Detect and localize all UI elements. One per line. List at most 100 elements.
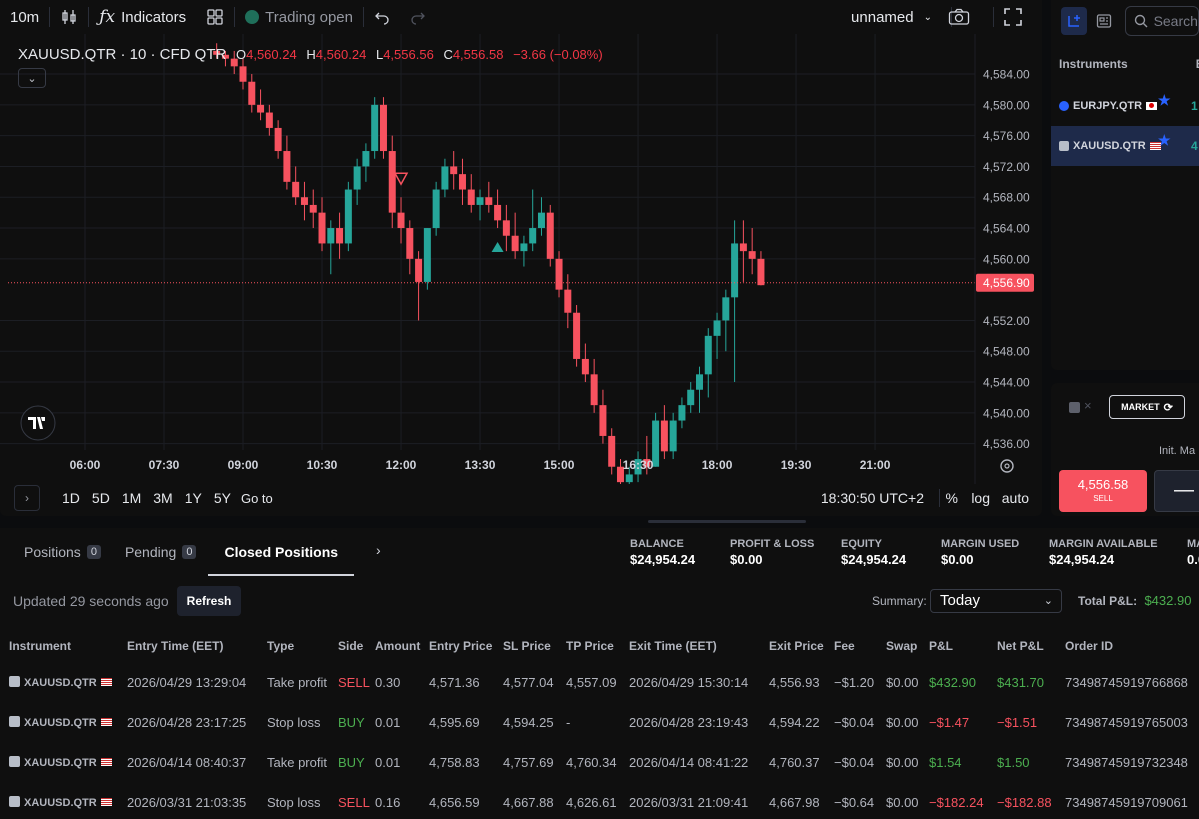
undo-button[interactable] (364, 0, 400, 34)
news-button[interactable] (1091, 7, 1117, 35)
candle (300, 181, 308, 221)
table-cell: SELL (338, 674, 370, 690)
table-cell: −$1.51 (997, 714, 1038, 730)
table-row[interactable]: XAUUSD.QTR 2026/04/29 13:29:04 Take profit… (0, 662, 1199, 702)
screenshot-button[interactable] (938, 0, 980, 34)
price-chart[interactable]: 4,584.00 4,580.00 4,576.00 4,572.00 4,568.00… (0, 34, 1042, 484)
chart-panel: 10m ƒx Indicators Trading open (0, 0, 1042, 511)
tab-positions[interactable]: Positions 0 (12, 528, 113, 576)
tab-closed-positions[interactable]: Closed Positions (208, 528, 354, 576)
fullscreen-button[interactable] (994, 0, 1032, 34)
refresh-button[interactable]: Refresh (177, 586, 241, 616)
auto-scale-button[interactable]: auto (1001, 490, 1029, 506)
candle (695, 366, 703, 413)
column-header[interactable]: Swap (886, 639, 918, 653)
instrument-name: XAUUSD.QTR (24, 756, 97, 769)
order-type-button[interactable]: MARKET ⟳ (1109, 395, 1185, 419)
legend-collapse-button[interactable]: ⌄ (18, 68, 46, 88)
instrument-row-xauusd[interactable]: XAUUSD.QTR ★ 4 (1051, 126, 1199, 166)
candle (669, 412, 677, 460)
table-row[interactable]: XAUUSD.QTR 2026/04/28 23:17:25 Stop loss BU… (0, 702, 1199, 742)
candle-body (608, 435, 616, 467)
table-row[interactable]: XAUUSD.QTR 2026/03/31 21:03:35 Stop loss SE… (0, 782, 1199, 819)
table-cell: −$182.88 (997, 794, 1052, 810)
summary-select[interactable]: Today ⌄ (930, 589, 1062, 613)
instrument-row-eurjpy[interactable]: EURJPY.QTR ★ 1 (1051, 86, 1199, 126)
layout-name-label: unnamed (851, 8, 914, 26)
column-header[interactable]: Type (267, 639, 295, 653)
column-header[interactable]: Net P&L (997, 639, 1044, 653)
star-icon[interactable]: ★ (1158, 92, 1171, 108)
candle (450, 151, 458, 190)
gold-icon (1059, 141, 1069, 151)
tab-pending[interactable]: Pending 0 (113, 528, 209, 576)
log-scale-button[interactable]: log (971, 490, 990, 506)
range-1y[interactable]: 1Y (184, 490, 202, 506)
goto-button[interactable]: Go to (240, 490, 273, 506)
percent-scale-button[interactable]: % (945, 490, 958, 506)
column-header[interactable]: TP Price (566, 639, 614, 653)
candle (652, 412, 660, 467)
add-instrument-button[interactable] (1061, 7, 1087, 35)
candle (520, 235, 528, 267)
toolbar-divider (234, 7, 236, 27)
instrument-name: EURJPY.QTR (1073, 100, 1143, 112)
search-icon (1134, 14, 1148, 28)
range-5y[interactable]: 5Y (213, 490, 231, 506)
range-3m[interactable]: 3M (153, 490, 173, 506)
x-tick-label: 21:00 (860, 458, 891, 472)
column-header[interactable]: Exit Time (EET) (629, 639, 717, 653)
pnl-stat: PROFIT & LOSS $0.00 (730, 538, 814, 567)
column-header[interactable]: Order ID (1065, 639, 1114, 653)
layout-name-dropdown[interactable]: unnamed ⌄ (841, 0, 942, 34)
star-icon[interactable]: ★ (1158, 132, 1171, 148)
table-row[interactable]: XAUUSD.QTR 2026/04/14 08:40:37 Take profit… (0, 742, 1199, 782)
close-icon[interactable]: × (1084, 398, 1092, 413)
total-pnl-value: $432.90 (1144, 593, 1192, 608)
layouts-button[interactable] (196, 0, 234, 34)
range-5d[interactable]: 5D (91, 490, 110, 506)
range-1d[interactable]: 1D (62, 490, 80, 506)
clock[interactable]: 18:30:50 UTC+2 (820, 490, 924, 506)
column-header[interactable]: Entry Price (429, 639, 493, 653)
column-header[interactable]: Exit Price (769, 639, 824, 653)
grid-icon (207, 9, 223, 25)
y-axis[interactable]: 4,584.00 4,580.00 4,576.00 4,572.00 4,568.00… (974, 34, 1034, 484)
interval-button[interactable]: 10m (10, 8, 40, 26)
column-header[interactable]: Entry Time (EET) (127, 639, 224, 653)
tradingview-logo-icon[interactable] (20, 405, 56, 441)
gear-icon[interactable] (1000, 459, 1014, 473)
redo-button[interactable] (400, 0, 436, 34)
column-header[interactable]: Side (338, 639, 364, 653)
y-tick-label: 4,540.00 (983, 406, 1030, 420)
candle-body (458, 174, 466, 190)
column-header[interactable]: Instrument (9, 639, 72, 653)
candle-body (695, 374, 703, 390)
gold-icon (1069, 402, 1080, 413)
candle-style-button[interactable] (50, 0, 88, 34)
instrument-search[interactable]: Search (1124, 6, 1199, 36)
gear-ring (1000, 459, 1014, 473)
column-header[interactable]: Fee (834, 639, 855, 653)
candle (248, 74, 256, 113)
column-header[interactable]: SL Price (503, 639, 551, 653)
stat-label: BALANCE (630, 538, 684, 550)
table-cell: Stop loss (267, 794, 321, 810)
legend-high-key: H (306, 47, 316, 62)
buy-button[interactable]: — (1154, 470, 1199, 512)
candle-body (748, 251, 756, 259)
candle-body (546, 212, 554, 259)
indicators-label: Indicators (121, 8, 187, 26)
chevron-right-icon[interactable]: › (376, 542, 381, 558)
range-1m[interactable]: 1M (121, 490, 142, 506)
column-header[interactable]: P&L (929, 639, 953, 653)
candle (634, 451, 642, 483)
candle-body (687, 389, 695, 406)
sell-button[interactable]: 4,556.58 SELL (1059, 470, 1147, 512)
x-axis[interactable]: 06:00 07:30 09:00 10:30 12:00 13:30 15:00 16:30… (70, 458, 891, 472)
resize-handle[interactable] (648, 520, 806, 523)
range-toggle-button[interactable]: › (14, 485, 40, 511)
x-tick-label: 15:00 (544, 458, 575, 472)
column-header[interactable]: Amount (375, 639, 421, 653)
indicators-button[interactable]: ƒx Indicators (89, 0, 196, 34)
